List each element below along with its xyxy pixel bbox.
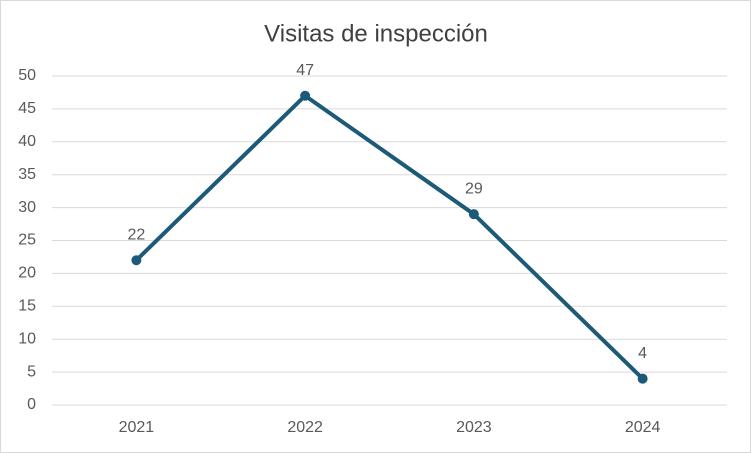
data-label: 4 (638, 345, 647, 362)
y-tick-label: 10 (18, 330, 36, 347)
y-tick-label: 30 (18, 199, 36, 216)
y-tick-label: 20 (18, 265, 36, 282)
x-tick-label: 2024 (625, 419, 661, 436)
chart-title: Visitas de inspección (264, 20, 488, 47)
x-tick-label: 2022 (287, 419, 323, 436)
line (134, 93, 645, 381)
y-tick-label: 0 (27, 396, 36, 413)
data-label: 47 (296, 62, 314, 79)
y-tick-label: 35 (18, 166, 36, 183)
y-tick-label: 50 (18, 67, 36, 84)
data-label: 22 (127, 226, 145, 243)
y-tick-label: 15 (18, 298, 36, 315)
marker (131, 255, 142, 266)
y-tick-label: 45 (18, 100, 36, 117)
marker (468, 209, 479, 220)
y-tick-label: 40 (18, 133, 36, 150)
marker (637, 373, 648, 384)
marker (300, 90, 311, 101)
x-tick-label: 2023 (456, 419, 492, 436)
y-tick-label: 25 (18, 232, 36, 249)
x-tick-label: 2021 (119, 419, 155, 436)
y-tick-label: 5 (27, 363, 36, 380)
data-label: 29 (465, 180, 483, 197)
